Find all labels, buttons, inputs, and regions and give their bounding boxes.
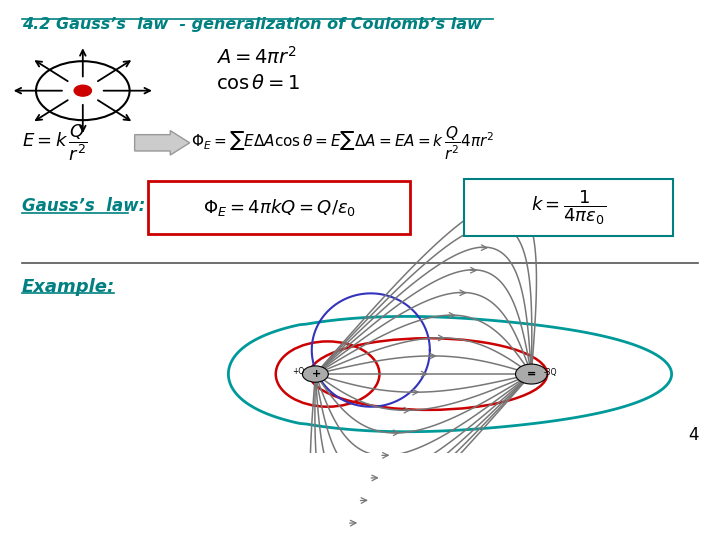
- FancyBboxPatch shape: [135, 131, 189, 155]
- Text: $E = k\,\dfrac{Q}{r^2}$: $E = k\,\dfrac{Q}{r^2}$: [22, 123, 87, 163]
- Text: -3Q: -3Q: [544, 368, 557, 377]
- Circle shape: [74, 85, 91, 96]
- Text: 4: 4: [688, 427, 698, 444]
- Text: =: =: [527, 369, 536, 379]
- FancyBboxPatch shape: [464, 179, 673, 236]
- Text: Example:: Example:: [22, 278, 115, 295]
- Text: Gauss’s  law:: Gauss’s law:: [22, 197, 145, 215]
- Text: +Q: +Q: [292, 367, 305, 376]
- Text: $\Phi_E = 4\pi kQ = Q/\varepsilon_0$: $\Phi_E = 4\pi kQ = Q/\varepsilon_0$: [203, 197, 356, 218]
- Circle shape: [302, 366, 328, 382]
- Circle shape: [516, 364, 547, 384]
- FancyBboxPatch shape: [148, 181, 410, 233]
- Text: 4.2 Gauss’s  law  - generalization of Coulomb’s law: 4.2 Gauss’s law - generalization of Coul…: [22, 17, 482, 32]
- Text: $k = \dfrac{1}{4\pi\varepsilon_0}$: $k = \dfrac{1}{4\pi\varepsilon_0}$: [531, 188, 606, 227]
- Text: +: +: [312, 369, 321, 379]
- Text: $\Phi_E = \sum E\Delta A\cos\theta = E\sum \Delta A = EA = k\,\dfrac{Q}{r^2}4\pi: $\Phi_E = \sum E\Delta A\cos\theta = E\s…: [191, 124, 494, 161]
- Text: $\cos\theta = 1$: $\cos\theta = 1$: [216, 75, 300, 93]
- Text: $A = 4\pi r^2$: $A = 4\pi r^2$: [216, 46, 297, 68]
